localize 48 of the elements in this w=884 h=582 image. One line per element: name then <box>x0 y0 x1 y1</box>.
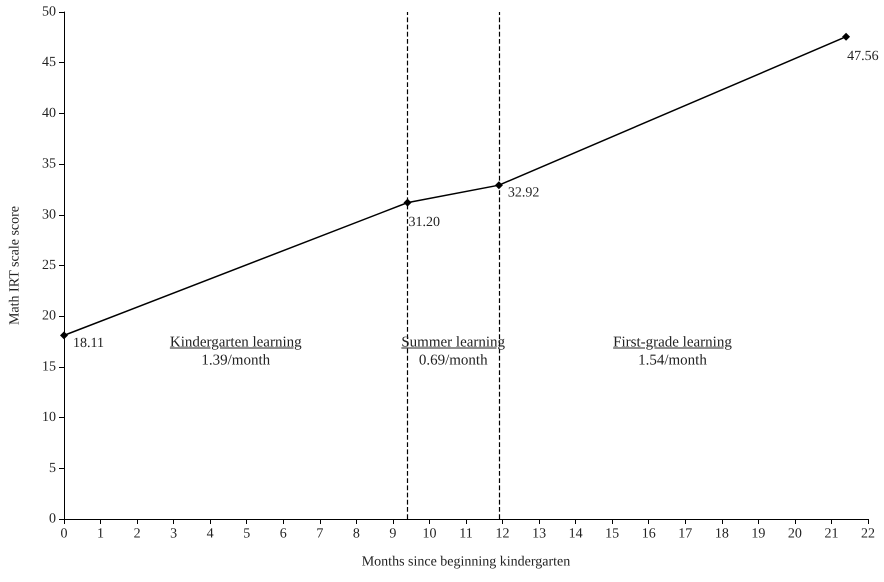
y-tick-label: 50 <box>42 4 56 20</box>
point <box>842 32 850 41</box>
annotation: 1.54/month <box>638 352 707 368</box>
data-label: 47.56 <box>847 49 879 64</box>
x-tick-label: 21 <box>824 526 838 542</box>
x-tick-label: 16 <box>642 526 656 542</box>
y-tick-label: 25 <box>42 258 56 273</box>
x-tick-label: 3 <box>170 526 178 542</box>
y-tick-label: 40 <box>42 106 56 121</box>
y-axis-title: Math IRT scale score <box>8 206 22 326</box>
x-tick-label: 7 <box>316 526 324 542</box>
x-tick-label: 9 <box>389 526 396 542</box>
point <box>60 331 68 340</box>
x-tick-label: 19 <box>751 526 766 542</box>
x-tick-label: 1 <box>97 526 104 542</box>
x-tick-label: 20 <box>788 526 802 542</box>
y-tick-label: 10 <box>42 410 56 426</box>
annotation: First-grade learning <box>613 334 732 350</box>
x-tick-label: 13 <box>532 526 546 542</box>
annotation: Summer learning <box>401 334 506 350</box>
x-tick-label: 11 <box>459 526 473 542</box>
y-tick-label: 20 <box>42 308 56 324</box>
y-tick-label: 30 <box>42 207 56 222</box>
data-label: 32.92 <box>508 186 540 201</box>
y-tick-label: 45 <box>42 55 56 70</box>
annotation: 1.39/month <box>201 352 270 368</box>
x-axis-title: Months since beginning kindergarten <box>362 554 570 570</box>
x-tick-label: 10 <box>422 526 436 542</box>
data-label: 18.11 <box>73 336 104 351</box>
data-label: 31.20 <box>408 215 440 230</box>
y-tick-label: 35 <box>42 156 56 172</box>
x-tick-label: 5 <box>243 526 250 542</box>
x-tick-label: 18 <box>714 526 729 542</box>
annotation: 0.69/month <box>418 352 488 368</box>
x-tick-label: 12 <box>496 526 510 542</box>
x-tick-label: 4 <box>206 526 214 542</box>
x-tick-label: 22 <box>861 526 875 542</box>
annotation: Kindergarten learning <box>170 334 302 350</box>
x-tick-label: 8 <box>352 526 360 542</box>
x-tick-label: 2 <box>134 526 141 542</box>
y-tick-label: 15 <box>42 359 56 374</box>
x-tick-label: 0 <box>60 526 68 542</box>
x-tick-label: 14 <box>568 526 583 542</box>
y-tick-label: 5 <box>49 460 56 476</box>
x-tick-label: 15 <box>605 526 620 542</box>
x-tick-label: 6 <box>280 526 287 542</box>
y-tick-label: 0 <box>49 512 56 526</box>
x-tick-label: 17 <box>678 526 692 542</box>
